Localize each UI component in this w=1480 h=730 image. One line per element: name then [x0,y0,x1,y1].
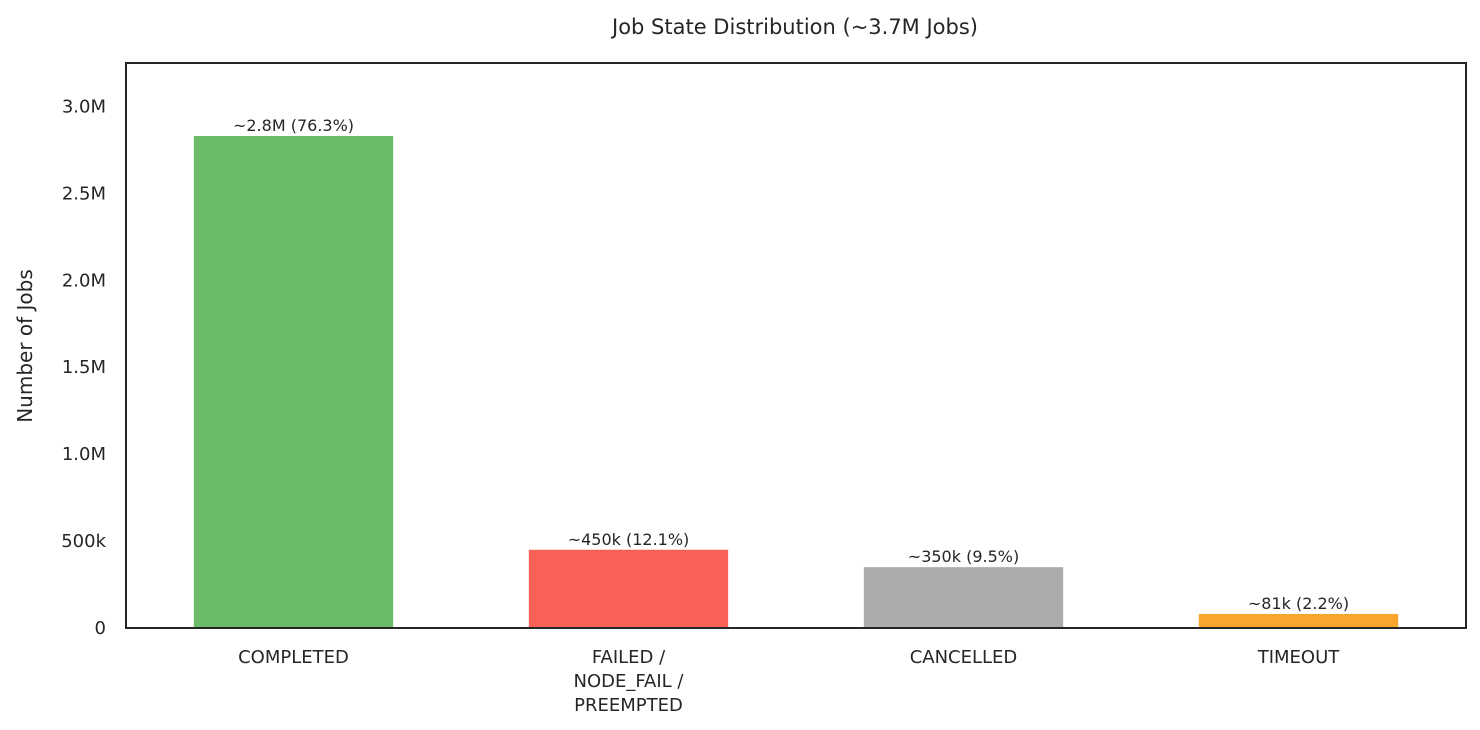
y-axis-label: Number of Jobs [13,269,37,423]
plot-frame [125,62,1467,629]
x-tick-label-1-line-1: NODE_FAIL / [573,671,684,692]
data-labels-layer: ~2.8M (76.3%) ~450k (12.1%) ~350k (9.5%) ~8… [233,116,1349,613]
y-tick-label-4: 2.0M [62,270,106,291]
bar-1 [528,549,729,628]
y-tick-label-1: 500k [61,531,106,552]
bar-3 [1198,613,1399,628]
x-tick-label-2: CANCELLED [910,647,1018,668]
data-label-1: ~450k (12.1%) [568,530,690,549]
x-tick-label-1-line-2: PREEMPTED [574,695,683,716]
y-tick-label-2: 1.0M [62,444,106,465]
x-tick-label-0: COMPLETED [238,647,349,668]
x-ticks-layer: COMPLETED FAILED / NODE_FAIL / PREEMPTED CAN… [238,647,1340,716]
y-ticks-layer: 0 500k 1.0M 1.5M 2.0M 2.5M 3.0M [61,96,106,639]
y-tick-label-6: 3.0M [62,96,106,117]
data-label-2: ~350k (9.5%) [908,547,1019,566]
bar-2 [863,567,1064,628]
y-tick-label-3: 1.5M [62,357,106,378]
y-tick-label-0: 0 [95,618,106,639]
x-tick-label-1-line-0: FAILED / [592,647,666,668]
data-label-0: ~2.8M (76.3%) [233,116,354,135]
y-tick-label-5: 2.5M [62,183,106,204]
bars-layer [193,136,1399,628]
bar-0 [193,136,394,628]
x-tick-label-3: TIMEOUT [1257,647,1341,668]
data-label-3: ~81k (2.2%) [1248,594,1349,613]
chart-title: Job State Distribution (~3.7M Jobs) [610,15,978,39]
